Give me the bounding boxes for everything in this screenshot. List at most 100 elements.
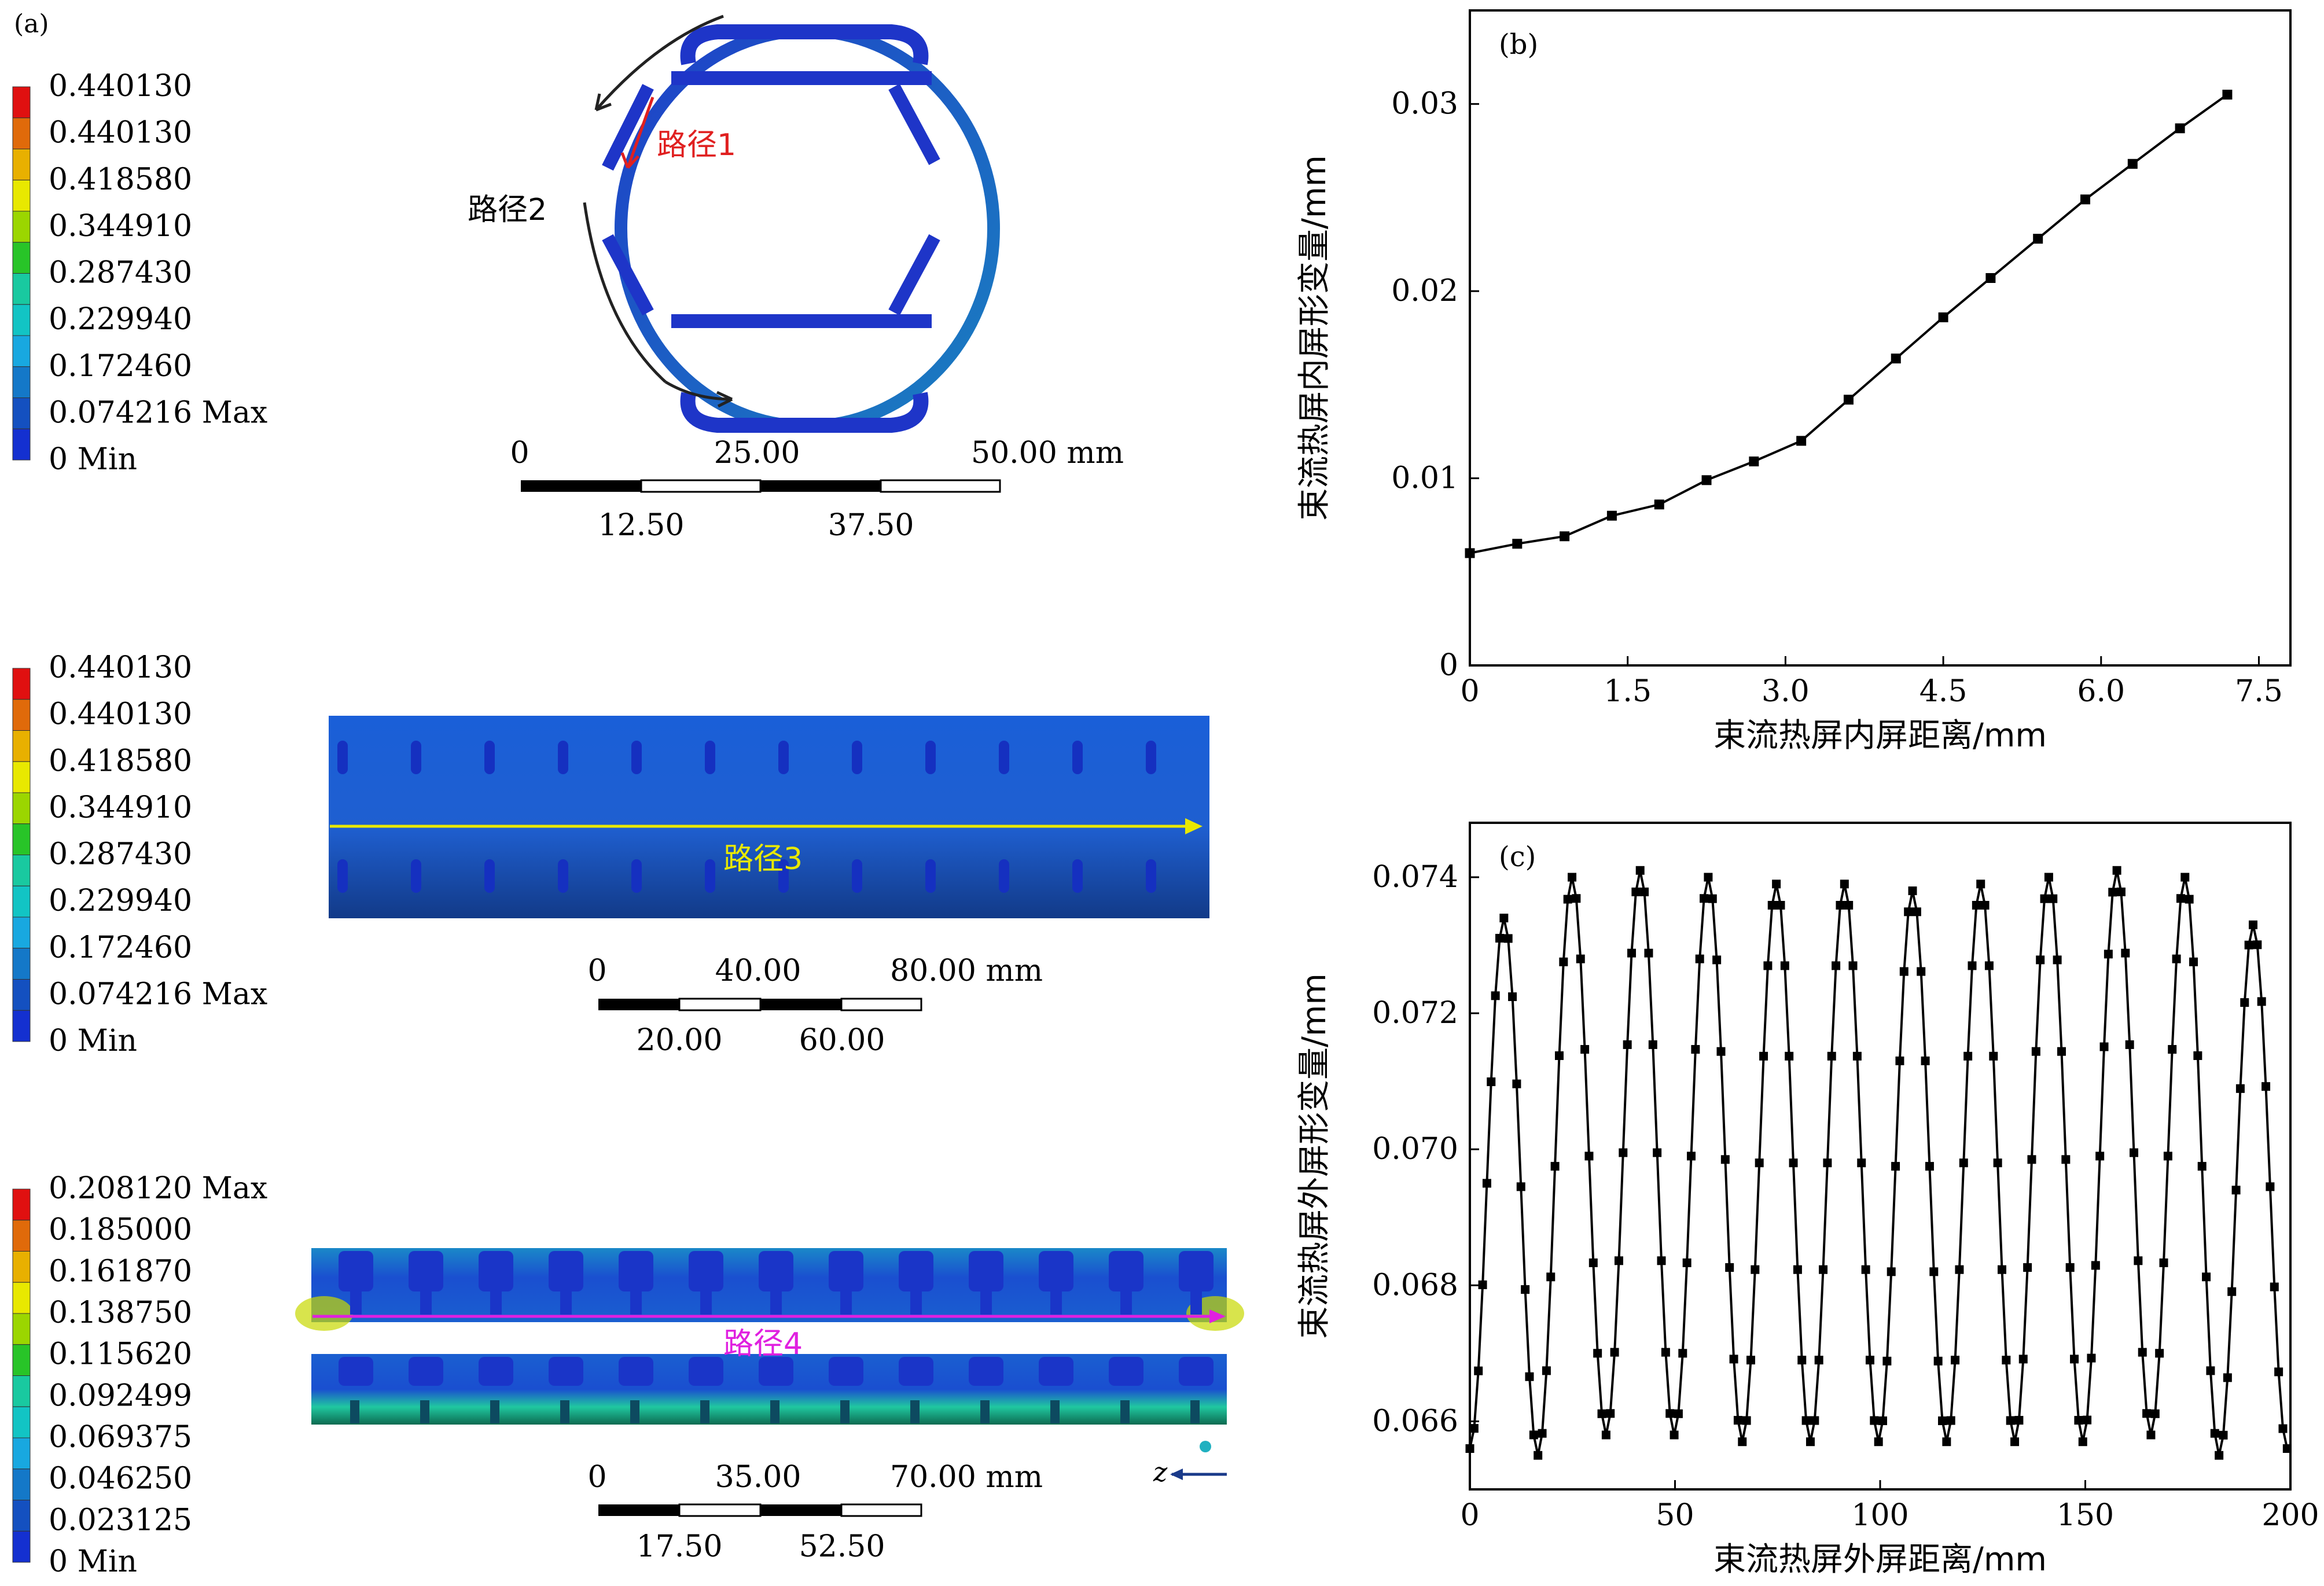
scale-bar-2: 0 40.00 80.00 mm 20.00 60.00: [587, 954, 1043, 1058]
cb3-label-4: 0.115620: [49, 1337, 192, 1372]
inner-slot-top-0: [337, 741, 348, 774]
chartC-point-79: [1801, 1416, 1811, 1425]
inner-slot-top-1: [411, 741, 421, 774]
chartC-point-114: [1951, 1356, 1960, 1365]
cb3-label-3: 0.138750: [49, 1296, 192, 1330]
outer-slot-bottom-11: [1109, 1357, 1143, 1386]
cb3-label-2: 0.161870: [49, 1254, 192, 1289]
outer-stem-bottom-12: [1190, 1400, 1200, 1423]
inner-slot-bottom-0: [337, 859, 348, 893]
scale3-bottom-1: 52.50: [799, 1529, 885, 1564]
cb1-swatch-3: [12, 179, 31, 212]
chartC-point-158: [2138, 1348, 2147, 1357]
chartC-point-101: [1895, 1056, 1904, 1065]
chartC-point-63: [1733, 1416, 1742, 1425]
chartC-ytick-label-2: 0.070: [1372, 1132, 1458, 1166]
chartC-point-19: [1546, 1272, 1556, 1282]
cb3-swatch-8: [12, 1437, 31, 1470]
cb1-label-0: 0.440130: [49, 69, 192, 104]
chartC-point-183: [2244, 940, 2253, 950]
outer-slot-top-9: [969, 1251, 1003, 1291]
chartC-point-67: [1751, 1265, 1760, 1274]
scale1-top-2: 50.00 mm: [971, 436, 1124, 470]
inner-slot-top-3: [558, 741, 568, 774]
axis-origin-icon: [1200, 1441, 1211, 1452]
chartB-ytick-label-1: 0.01: [1391, 461, 1458, 496]
chartC-point-137: [2049, 894, 2058, 903]
chartC-point-188: [2266, 1182, 2275, 1191]
outer-slot-top-10: [1039, 1251, 1073, 1291]
outer-stem-bottom-6: [770, 1400, 779, 1423]
chartC-point-59: [1716, 1047, 1726, 1056]
chartC-point-43: [1648, 1040, 1657, 1049]
outer-slot-top-0: [339, 1251, 373, 1291]
cb1-swatch-9: [12, 366, 31, 398]
inner-slot-bottom-3: [558, 859, 568, 893]
chartC-point-163: [2159, 1258, 2168, 1267]
cb2-swatch-3: [12, 761, 31, 793]
cb1-label-6: 0.172460: [49, 349, 192, 384]
chartC-point-9: [1503, 934, 1513, 943]
chartC-point-88: [1840, 880, 1849, 889]
chartC-point-44: [1653, 1148, 1662, 1157]
chartC-point-49: [1674, 1409, 1683, 1418]
chartC-point-174: [2206, 1366, 2215, 1375]
chartC-point-33: [1606, 1409, 1615, 1418]
chartC-point-10: [1508, 992, 1517, 1002]
cb2-label-8: 0 Min: [49, 1024, 137, 1058]
chartC-point-77: [1793, 1265, 1802, 1274]
chartC-point-179: [2227, 1287, 2237, 1296]
chartB-point-12: [2033, 234, 2043, 244]
chartC-point-106: [1917, 967, 1926, 976]
ring-deformation-view: 路径1 路径2: [468, 14, 1000, 433]
chartC-point-42: [1644, 948, 1653, 958]
outer-slot-top-8: [899, 1251, 933, 1291]
chartC-point-127: [2006, 1416, 2015, 1425]
outer-slot-bottom-7: [829, 1357, 863, 1386]
outer-slot-top-6: [759, 1251, 793, 1291]
chartC-point-184: [2248, 920, 2257, 929]
cb3-swatch-9: [12, 1469, 31, 1500]
chartC-point-133: [2031, 1047, 2040, 1056]
chartB-point-6: [1749, 456, 1759, 466]
chartC-point-60: [1720, 1155, 1730, 1164]
chartC-point-102: [1899, 967, 1909, 976]
chartB-point-16: [2222, 90, 2233, 100]
inner-slot-top-9: [999, 741, 1009, 774]
outer-stem-bottom-10: [1050, 1400, 1060, 1423]
chartB-point-0: [1465, 548, 1475, 558]
chartC-point-142: [2070, 1355, 2079, 1364]
chartC-point-94: [1865, 1356, 1874, 1365]
chartC-point-46: [1661, 1348, 1670, 1357]
chartC-point-64: [1738, 1437, 1747, 1447]
chartC-point-185: [2253, 940, 2262, 950]
scale3-top-1: 35.00: [715, 1460, 801, 1495]
outer-slot-bottom-4: [619, 1357, 653, 1386]
chartC-point-5: [1487, 1077, 1496, 1087]
chartC-point-181: [2235, 1084, 2245, 1093]
chartB-xtick-label-4: 6.0: [2077, 674, 2125, 709]
outer-slot-bottom-3: [549, 1357, 583, 1386]
outer-slot-bottom-5: [689, 1357, 723, 1386]
chartC-xtick-label-3: 150: [2057, 1498, 2114, 1533]
chartC-point-145: [2083, 1415, 2092, 1425]
chartC-point-23: [1563, 895, 1572, 904]
inner-slot-bottom-10: [1072, 859, 1083, 893]
chartC-point-3: [1478, 1280, 1487, 1289]
cb1-label-1: 0.440130: [49, 116, 192, 150]
inner-slot-bottom-1: [411, 859, 421, 893]
chartC-point-108: [1925, 1162, 1934, 1171]
cb1-label-4: 0.287430: [49, 256, 192, 290]
cb1-swatch-6: [12, 273, 31, 305]
chartB-point-4: [1654, 499, 1664, 510]
chartC-point-173: [2202, 1272, 2211, 1282]
chartC-point-27: [1580, 1045, 1590, 1054]
chartC-point-78: [1797, 1356, 1807, 1365]
chartC-point-55: [1700, 894, 1709, 903]
outer-stem-bottom-11: [1120, 1400, 1130, 1423]
chartC-point-165: [2168, 1045, 2177, 1054]
inner-slot-top-11: [1146, 741, 1156, 774]
chartC-xtick-label-1: 50: [1656, 1498, 1694, 1533]
chartC-point-123: [1989, 1051, 1998, 1061]
